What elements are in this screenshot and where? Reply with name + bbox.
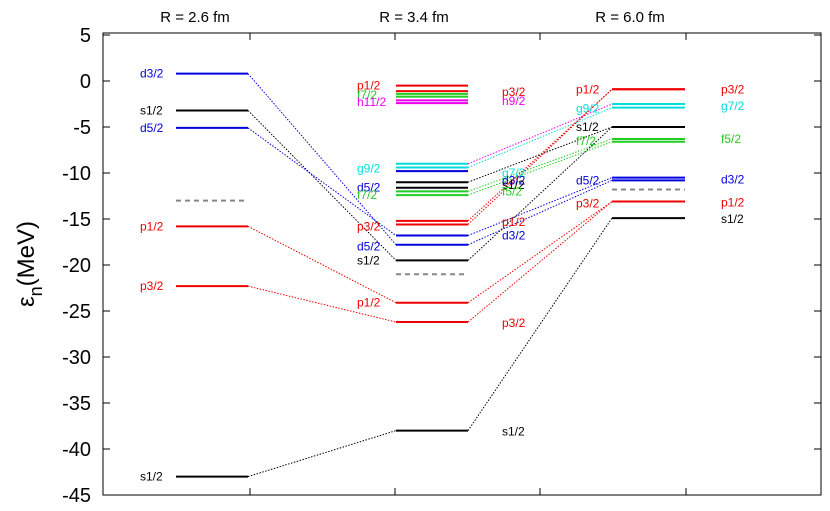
- column-title: R = 6.0 fm: [595, 9, 665, 26]
- level-connector: [467, 201, 613, 323]
- level-label: s1/2: [502, 178, 525, 192]
- column-title: R = 2.6 fm: [160, 9, 230, 26]
- level-label: p3/2: [140, 279, 164, 293]
- level-label: g9/2: [357, 161, 381, 175]
- level-label: p1/2: [576, 82, 600, 96]
- level-label: s1/2: [140, 470, 163, 484]
- level-connector: [467, 179, 613, 246]
- level-label: d5/2: [140, 121, 164, 135]
- level-connector: [467, 201, 613, 304]
- level-label: d5/2: [357, 240, 381, 254]
- level-connector: [467, 217, 613, 431]
- y-tick-label: -25: [62, 301, 91, 323]
- y-tick-label: -35: [62, 393, 91, 415]
- level-label: s1/2: [721, 212, 744, 226]
- level-label: s1/2: [140, 103, 163, 117]
- level-label: g7/2: [721, 99, 745, 113]
- y-tick-label: -20: [62, 255, 91, 277]
- level-connector: [247, 285, 397, 323]
- level-label: p1/2: [357, 79, 381, 93]
- y-tick-label: -45: [62, 485, 91, 507]
- level-label: g9/2: [576, 102, 600, 116]
- y-axis-label: εn(MeV): [13, 221, 46, 307]
- y-tick-label: -15: [62, 209, 91, 231]
- level-label: d3/2: [502, 173, 526, 187]
- level-label: p1/2: [502, 215, 526, 229]
- level-label: d3/2: [502, 229, 526, 243]
- plot-frame: [102, 32, 822, 496]
- level-label: s1/2: [357, 253, 380, 267]
- level-label: h9/2: [502, 94, 526, 108]
- level-label: f5/2: [502, 184, 522, 198]
- level-connector: [467, 103, 613, 165]
- level-label: d3/2: [140, 67, 164, 81]
- level-connector: [247, 110, 397, 261]
- level-connector: [247, 127, 397, 236]
- y-tick-label: 0: [80, 71, 91, 93]
- level-label: f7/2: [357, 88, 377, 102]
- level-label: p1/2: [140, 219, 164, 233]
- level-label: p3/2: [721, 82, 745, 96]
- level-label: f7/2: [576, 134, 596, 148]
- level-connector: [247, 225, 397, 304]
- level-label: d5/2: [357, 181, 381, 195]
- level-label: f7/2: [357, 188, 377, 202]
- level-label: g7/2: [502, 166, 526, 180]
- y-tick-label: -5: [73, 117, 91, 139]
- y-tick-label: 5: [80, 25, 91, 47]
- y-tick-label: -40: [62, 439, 91, 461]
- level-label: p3/2: [357, 219, 381, 233]
- level-label: p1/2: [357, 296, 381, 310]
- level-label: p3/2: [576, 196, 600, 210]
- level-label: s1/2: [576, 120, 599, 134]
- y-tick-label: -10: [62, 163, 91, 185]
- column-title: R = 3.4 fm: [379, 9, 449, 26]
- level-label: s1/2: [502, 425, 525, 439]
- level-connector: [467, 177, 613, 237]
- level-label: d5/2: [576, 173, 600, 187]
- level-connector: [467, 107, 613, 168]
- level-label: d3/2: [721, 172, 745, 186]
- level-label: p3/2: [502, 316, 526, 330]
- level-label: p3/2: [502, 85, 526, 99]
- level-label: f5/2: [721, 132, 741, 146]
- y-tick-label: -30: [62, 347, 91, 369]
- level-label: p1/2: [721, 195, 745, 209]
- level-label: h11/2: [357, 95, 386, 109]
- level-connector: [247, 430, 397, 478]
